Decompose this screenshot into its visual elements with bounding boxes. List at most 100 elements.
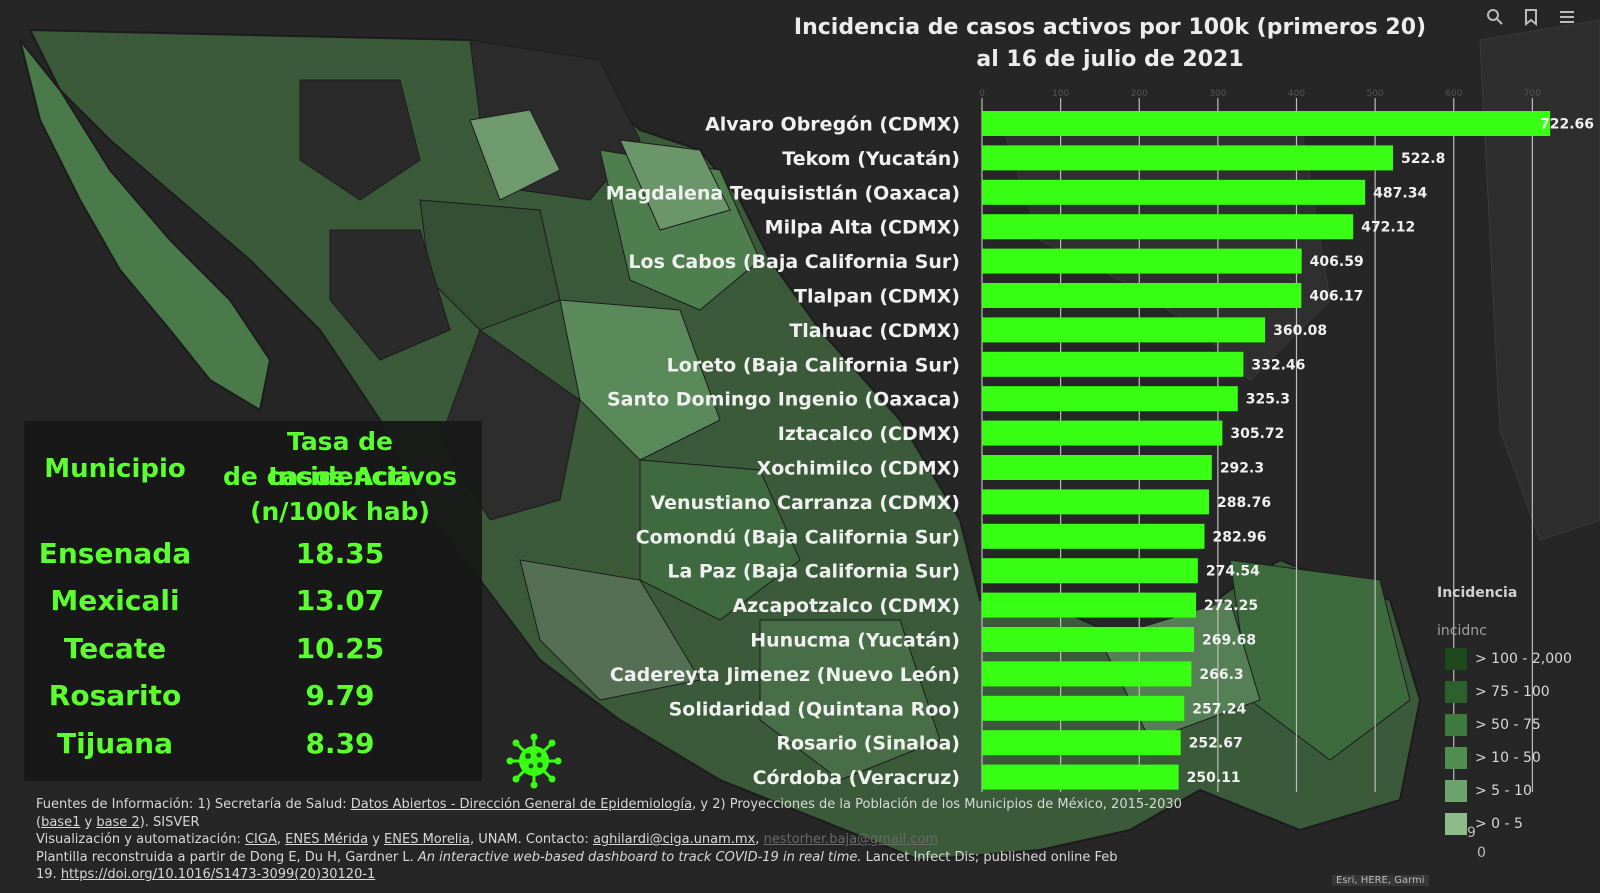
bar[interactable]: [982, 558, 1198, 584]
table-cell-municipio: Ensenada: [38, 537, 192, 570]
category-label: Milpa Alta (CDMX): [765, 217, 960, 239]
tick-label: 100: [1052, 89, 1069, 99]
contact-email2-link[interactable]: nestorher.baja@gmail.com: [763, 832, 939, 847]
legend-item: > 10 - 50: [1445, 747, 1541, 769]
value-label: 274.54: [1206, 564, 1260, 580]
category-label: Santo Domingo Ingenio (Oaxaca): [607, 389, 960, 411]
legend-swatch: [1445, 681, 1467, 703]
category-label: Loreto (Baja California Sur): [667, 354, 960, 376]
ciga-link[interactable]: CIGA: [244, 832, 277, 847]
category-label: Magdalena Tequisistlán (Oaxaca): [606, 182, 960, 204]
bar[interactable]: [982, 420, 1223, 446]
category-label: Azcapotzalco (CDMX): [732, 595, 960, 617]
tick-label: 300: [1209, 89, 1226, 99]
value-label: 250.11: [1187, 770, 1241, 786]
bar[interactable]: [982, 111, 1551, 136]
table-cell-municipio: Rosarito: [48, 679, 182, 712]
value-label: 406.59: [1310, 254, 1364, 270]
category-label: Los Cabos (Baja California Sur): [628, 251, 960, 273]
value-label: 269.68: [1202, 633, 1256, 649]
map-credit: Esri, HERE, Garmi: [1332, 875, 1429, 886]
bar[interactable]: [982, 661, 1192, 687]
category-label: Hunucma (Yucatán): [750, 630, 960, 652]
tick-label: 600: [1445, 89, 1462, 99]
chart-subtitle: al 16 de julio de 2021: [976, 47, 1244, 72]
table-cell-tasa: 9.79: [305, 679, 375, 712]
bar[interactable]: [982, 455, 1212, 480]
legend-item: > 5 - 10: [1445, 780, 1532, 802]
category-label: Córdoba (Veracruz): [753, 767, 960, 789]
map-legend: Incidencia incidnc > 100 - 2,000 > 75 - …: [1437, 585, 1587, 861]
tick-label: 500: [1367, 89, 1384, 99]
bar[interactable]: [982, 592, 1197, 618]
tick-label: 200: [1131, 89, 1148, 99]
base2-link[interactable]: base 2: [96, 814, 140, 830]
legend-item: > 75 - 100: [1445, 681, 1550, 703]
legend-item: > 50 - 75: [1445, 714, 1541, 736]
value-label: 360.08: [1273, 323, 1327, 339]
bar[interactable]: [982, 730, 1181, 756]
bar[interactable]: [982, 489, 1210, 515]
enes-merida-link[interactable]: ENES Mérida: [285, 832, 369, 847]
table-cell-municipio: Tecate: [63, 632, 167, 665]
bar[interactable]: [982, 214, 1354, 240]
category-label: Comondú (Baja California Sur): [636, 526, 960, 548]
bar[interactable]: [982, 283, 1302, 308]
enes-morelia-link[interactable]: ENES Morelia: [384, 832, 471, 847]
bar[interactable]: [982, 695, 1185, 721]
footer-line-5: 19. https://doi.org/10.1016/S1473-3099(2…: [36, 867, 376, 882]
legend-swatch: [1445, 813, 1467, 835]
category-label: Cadereyta Jimenez (Nuevo León): [610, 664, 960, 686]
bar[interactable]: [982, 145, 1394, 171]
contact-email-link[interactable]: aghilardi@ciga.unam.mx: [592, 832, 756, 847]
bookmark-icon[interactable]: [1522, 8, 1540, 26]
table-cell-tasa: 8.39: [305, 727, 375, 760]
table-cell-tasa: 10.25: [295, 632, 385, 665]
value-label: 272.25: [1204, 598, 1258, 614]
category-label: Iztacalco (CDMX): [778, 423, 960, 445]
bar[interactable]: [982, 317, 1266, 343]
footer-line-1: Fuentes de Información: 1) Secretaría de…: [36, 797, 1182, 812]
doi-link[interactable]: https://doi.org/10.1016/S1473-3099(20)30…: [60, 867, 376, 882]
value-label: 282.96: [1212, 529, 1266, 545]
legend-swatch: [1445, 714, 1467, 736]
chart-title-block: Incidencia de casos activos por 100k (pr…: [790, 12, 1430, 76]
bar[interactable]: [982, 523, 1205, 549]
category-label: La Paz (Baja California Sur): [667, 561, 960, 583]
legend-swatch: [1445, 780, 1467, 802]
legend-swatch: [1445, 747, 1467, 769]
tick-label: 400: [1288, 89, 1305, 99]
sources-footer: Fuentes de Información: 1) Secretaría de…: [36, 796, 1246, 884]
bar[interactable]: [982, 764, 1179, 790]
value-label: 522.8: [1401, 151, 1445, 167]
table-cell-municipio: Mexicali: [50, 584, 180, 617]
datos-abiertos-link[interactable]: Datos Abiertos - Dirección General de Ep…: [350, 797, 693, 812]
bar[interactable]: [982, 627, 1195, 652]
value-label: 722.66: [1540, 117, 1594, 133]
category-label: Alvaro Obregón (CDMX): [705, 114, 960, 136]
base1-link[interactable]: base1: [41, 814, 81, 830]
bar[interactable]: [982, 351, 1244, 377]
legend-title: Incidencia: [1437, 585, 1518, 601]
list-icon[interactable]: [1558, 8, 1576, 26]
value-label: 288.76: [1217, 495, 1271, 511]
legend-swatch: [1445, 648, 1467, 670]
table-cell-tasa: 18.35: [295, 537, 385, 570]
value-label: 266.3: [1199, 667, 1243, 683]
table-cell-municipio: Tijuana: [57, 727, 173, 760]
bar[interactable]: [982, 179, 1366, 205]
footer-line-2: (base1 y base 2). SISVER: [36, 814, 200, 830]
category-label: Tlalpan (CDMX): [794, 286, 960, 308]
bar[interactable]: [982, 386, 1238, 412]
value-label: 257.24: [1192, 701, 1246, 717]
category-label: Solidaridad (Quintana Roo): [669, 698, 960, 720]
bar[interactable]: [982, 248, 1302, 274]
search-icon[interactable]: [1486, 8, 1504, 26]
footer-line-3: Visualización y automatización: CIGA, EN…: [36, 832, 939, 847]
value-label: 406.17: [1309, 289, 1363, 305]
table-header-tasa-line3: (n/100k hab): [250, 497, 430, 526]
mainland-mexico: [19, 28, 1422, 862]
category-label: Tekom (Yucatán): [782, 148, 960, 170]
